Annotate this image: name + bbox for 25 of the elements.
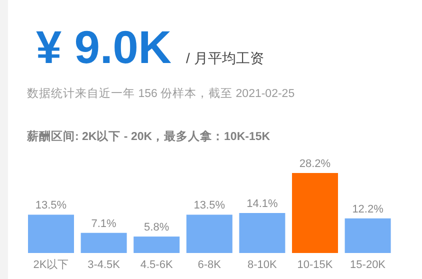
text: 数据统计来自近一年 156 份样本，截至 2021-02-25 <box>27 86 295 100</box>
data-label: 14.1% <box>246 198 278 210</box>
x-tick-label: 4.5-6K <box>140 259 174 271</box>
x-tick-label: 3-4.5K <box>88 259 121 271</box>
data-label: 28.2% <box>299 158 331 170</box>
x-tick-label: 8-10K <box>248 259 278 271</box>
bar <box>80 232 127 253</box>
data-label: 13.5% <box>194 200 226 212</box>
data-label: 5.8% <box>144 222 170 234</box>
chart-subtitle: / 月平均工资 <box>186 50 264 66</box>
bar <box>186 214 232 253</box>
data-label: 13.5% <box>35 200 67 212</box>
bar <box>134 236 180 253</box>
x-tick-label: 15-20K <box>350 259 386 271</box>
chart-title: ¥ 9.0K <box>36 21 172 73</box>
x-tick-label: 6-8K <box>198 259 222 271</box>
bar <box>239 213 286 253</box>
bar <box>292 173 338 253</box>
data-label: 7.1% <box>91 218 117 230</box>
bar <box>28 214 74 253</box>
data-label: 12.2% <box>352 203 384 216</box>
text: 薪酬区间: 2K以下 - 20K，最多人拿：10K-15K <box>26 129 271 143</box>
x-tick-label: 10-15K <box>297 259 334 271</box>
x-tick-label: 2K以下 <box>33 258 69 271</box>
bar <box>344 218 391 253</box>
